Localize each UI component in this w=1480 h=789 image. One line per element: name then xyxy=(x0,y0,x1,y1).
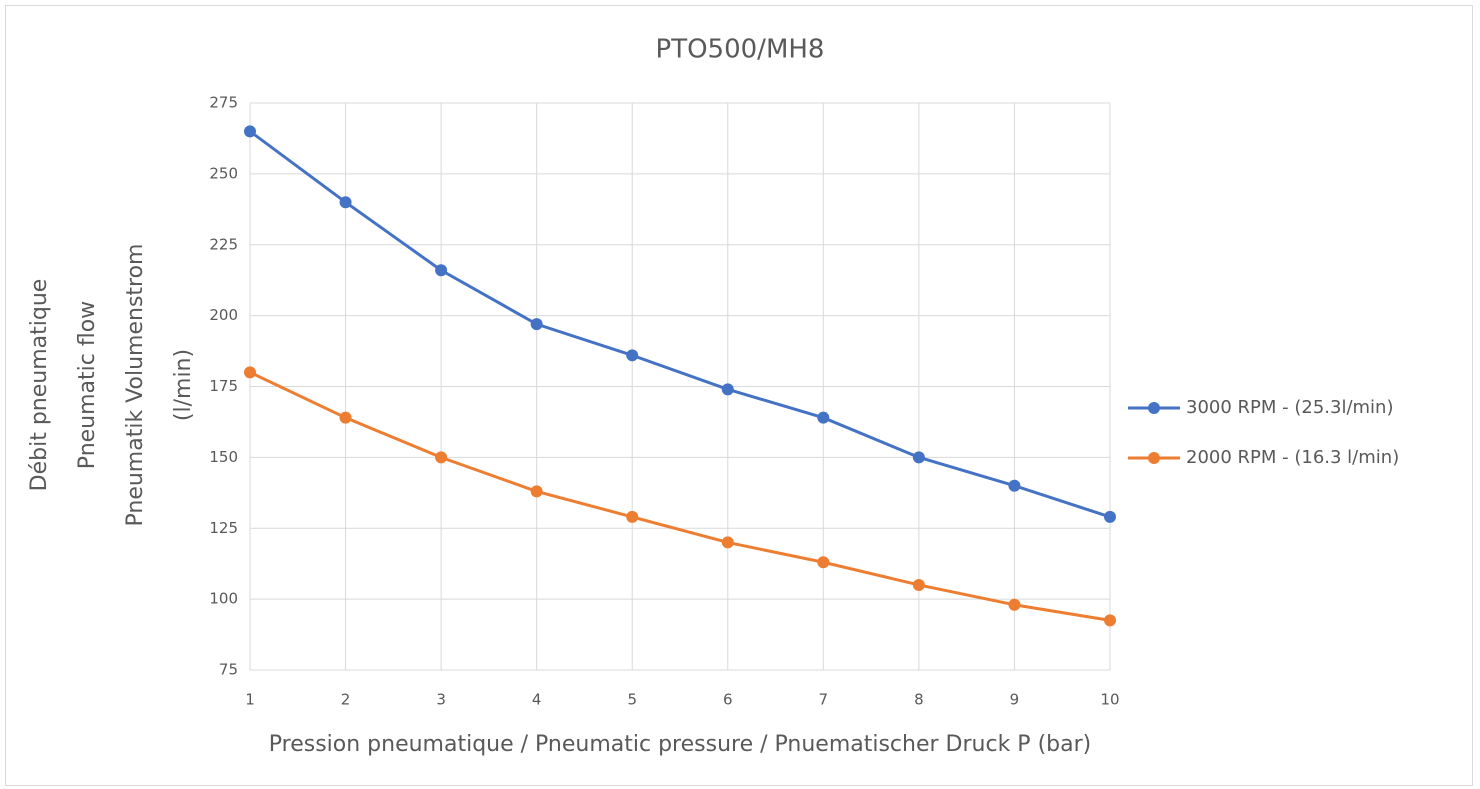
series-line xyxy=(249,370,1111,622)
legend-marker xyxy=(1148,402,1160,414)
data-point xyxy=(244,366,256,379)
data-point xyxy=(435,264,448,277)
data-point xyxy=(626,349,639,362)
data-point xyxy=(817,411,830,424)
data-point xyxy=(339,411,352,424)
x-tick-label: 2 xyxy=(341,691,351,709)
data-point xyxy=(435,451,448,464)
data-point xyxy=(1008,598,1021,611)
y-axis-title: Pneumatik Volumenstrom xyxy=(123,244,148,527)
x-tick-label: 10 xyxy=(1100,691,1119,709)
data-point xyxy=(912,578,925,591)
y-tick-label: 150 xyxy=(209,448,238,466)
y-axis-title: Débit pneumatique xyxy=(27,279,52,492)
data-point xyxy=(244,125,256,138)
x-tick-label: 5 xyxy=(627,691,637,709)
data-point xyxy=(626,510,639,523)
data-point xyxy=(721,536,734,549)
x-tick-label: 7 xyxy=(819,691,829,709)
y-tick-label: 225 xyxy=(209,235,238,253)
data-point xyxy=(1104,510,1116,523)
data-point xyxy=(912,451,925,464)
x-tick-label: 6 xyxy=(723,691,733,709)
data-point xyxy=(817,556,830,569)
legend-marker xyxy=(1148,452,1160,464)
y-tick-label: 75 xyxy=(219,661,238,679)
data-point xyxy=(721,383,734,396)
series-line xyxy=(249,130,1111,519)
x-tick-label: 8 xyxy=(914,691,924,709)
data-point xyxy=(530,318,543,331)
data-point xyxy=(1008,479,1021,492)
x-tick-label: 3 xyxy=(436,691,446,709)
y-axis-title: (l/min) xyxy=(171,349,196,421)
x-tick-label: 9 xyxy=(1010,691,1020,709)
x-tick-label: 4 xyxy=(532,691,542,709)
data-point xyxy=(530,485,543,498)
y-tick-label: 100 xyxy=(209,590,238,608)
x-tick-label: 1 xyxy=(245,691,255,709)
chart-title: PTO500/MH8 xyxy=(656,35,825,65)
legend-label: 2000 RPM - (16.3 l/min) xyxy=(1186,447,1399,468)
y-tick-label: 175 xyxy=(209,377,238,395)
data-point xyxy=(1104,614,1116,627)
y-tick-label: 250 xyxy=(209,164,238,182)
y-tick-label: 275 xyxy=(209,94,238,112)
y-axis-title: Pneumatic flow xyxy=(75,301,100,469)
y-tick-label: 125 xyxy=(209,519,238,537)
x-axis-title: Pression pneumatique / Pneumatic pressur… xyxy=(269,732,1091,757)
y-tick-label: 200 xyxy=(209,306,238,324)
data-point xyxy=(339,196,352,209)
legend-label: 3000 RPM - (25.3l/min) xyxy=(1186,397,1394,418)
